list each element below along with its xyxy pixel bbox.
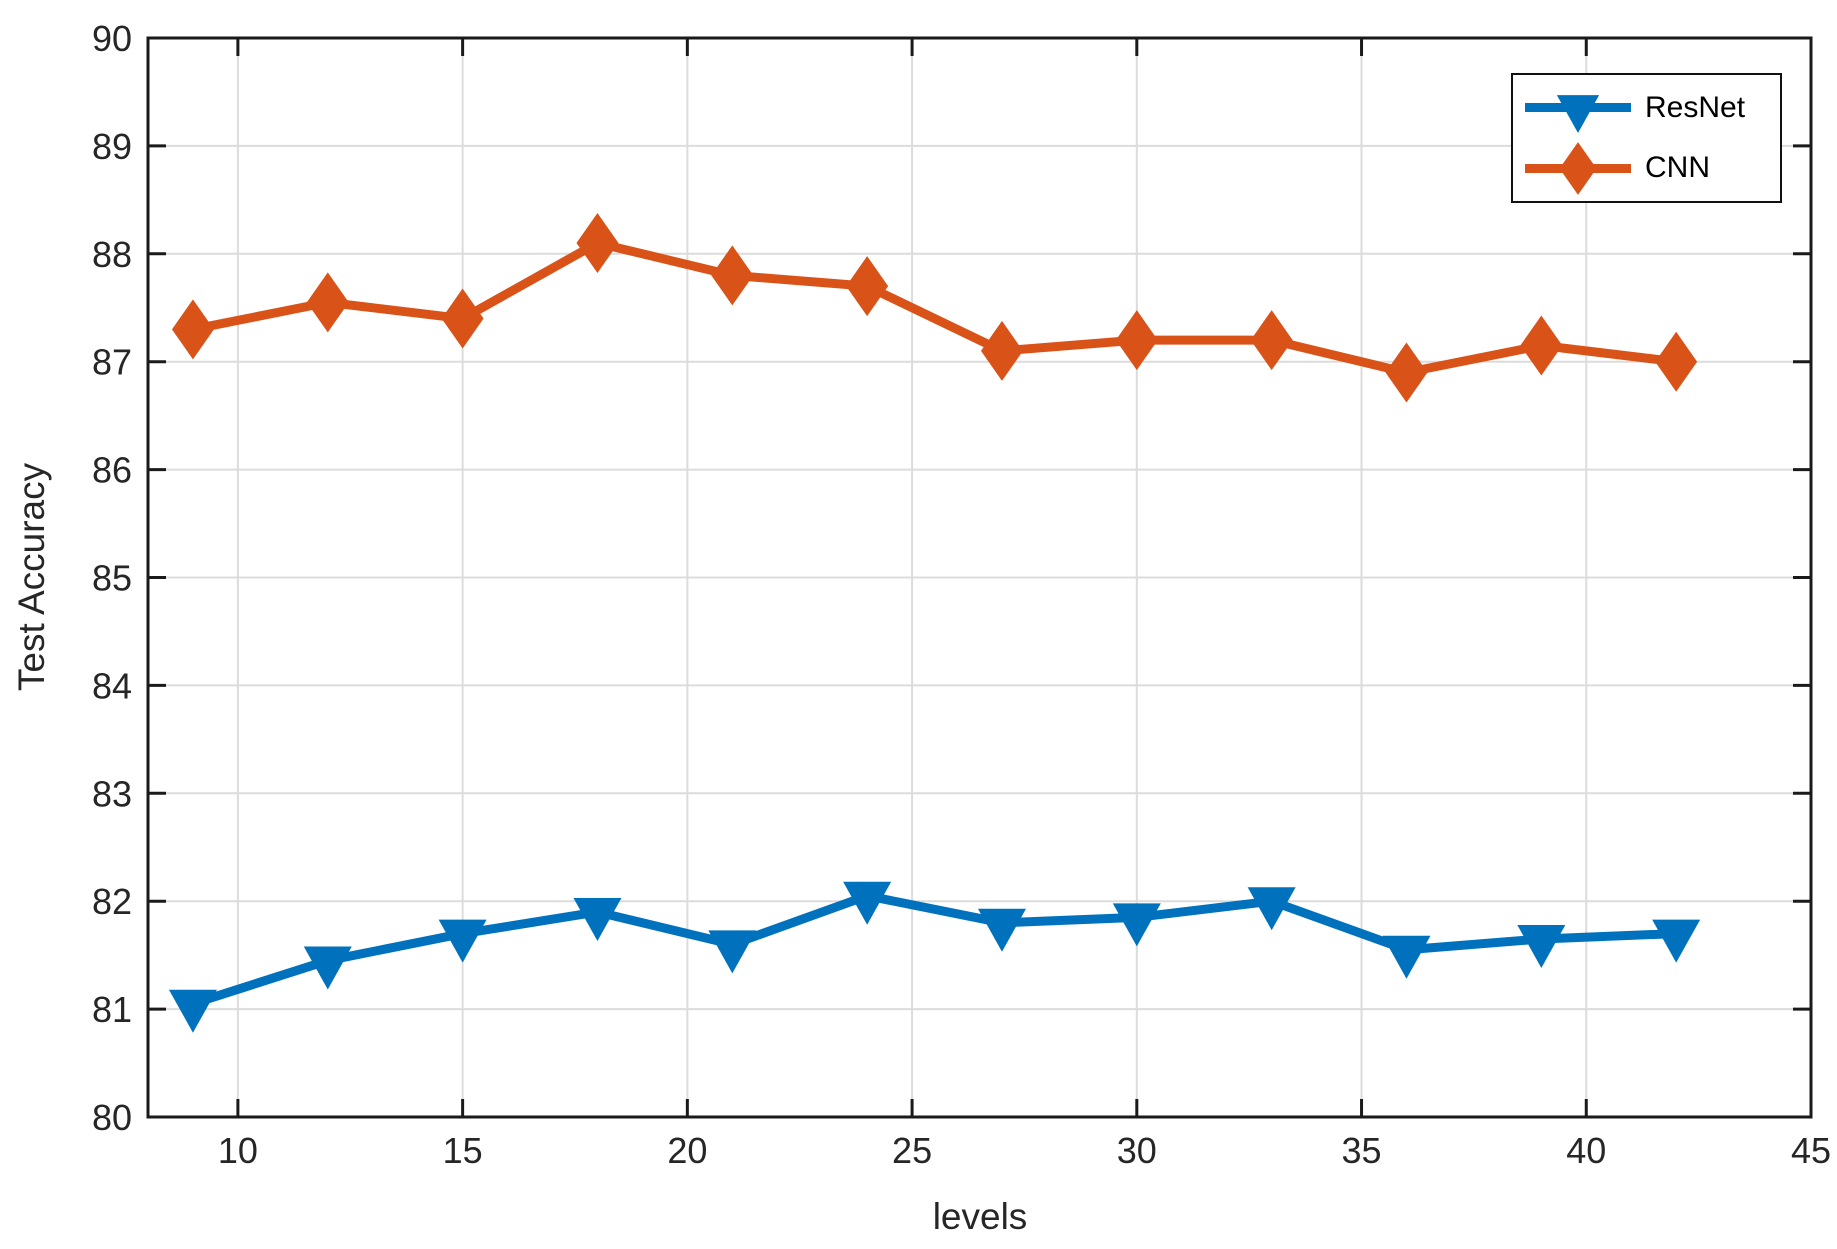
marker-cnn [1655,331,1698,392]
resnet-line-marker-icon [1525,95,1631,134]
marker-resnet [708,930,757,974]
marker-cnn [171,299,214,360]
x-tick-label: 10 [218,1130,258,1171]
legend-marker-cnn [1559,141,1597,195]
legend-item-cnn: CNN [1523,141,1780,196]
x-tick-label: 15 [443,1130,483,1171]
y-tick-label: 87 [92,342,132,383]
marker-resnet [573,897,622,941]
marker-resnet [1652,919,1701,963]
marker-cnn [1385,342,1428,403]
series-line-cnn [192,238,1677,377]
y-axis-label: Test Accuracy [11,462,52,692]
y-tick-label: 90 [92,18,132,59]
marker-resnet [1247,887,1296,931]
x-tick-label: 35 [1342,1130,1382,1171]
y-tick-label: 81 [92,989,132,1030]
y-tick-label: 86 [92,450,132,491]
marker-resnet [303,946,352,990]
marker-cnn [1250,310,1293,371]
x-tick-label: 45 [1791,1130,1831,1171]
axes-box [146,36,1813,1119]
marker-resnet [168,989,217,1033]
marker-cnn [441,288,484,349]
legend: ResNet CNN [1511,73,1782,203]
marker-resnet [977,908,1026,952]
cnn-line-marker-icon [1525,141,1631,195]
marker-resnet [438,919,487,963]
y-tick-label: 84 [92,665,132,706]
marker-resnet [1112,903,1161,947]
legend-item-resnet: ResNet [1523,80,1780,135]
y-tick-label: 88 [92,234,132,275]
marker-resnet [1382,935,1431,979]
marker-cnn [846,256,889,317]
series-line-resnet [191,891,1677,1008]
y-tick-label: 85 [92,558,132,599]
x-tick-label: 25 [892,1130,932,1171]
legend-marker-resnet [1556,95,1600,134]
x-tick-label: 40 [1566,1130,1606,1171]
marker-cnn [711,245,754,306]
y-tick-label: 82 [92,881,132,922]
marker-cnn [1520,315,1563,376]
marker-cnn [576,213,619,274]
y-tick-label: 89 [92,126,132,167]
marker-cnn [1115,310,1158,371]
marker-resnet [1517,924,1566,968]
y-tick-label: 83 [92,773,132,814]
x-tick-label: 20 [667,1130,707,1171]
marker-cnn [306,272,349,333]
x-axis-label: levels [932,1196,1028,1237]
marker-resnet [843,881,892,925]
y-tick-label: 80 [92,1097,132,1138]
marker-cnn [980,320,1023,381]
legend-label-resnet: ResNet [1645,90,1746,124]
x-tick-label: 30 [1117,1130,1157,1171]
legend-label-cnn: CNN [1645,151,1710,185]
